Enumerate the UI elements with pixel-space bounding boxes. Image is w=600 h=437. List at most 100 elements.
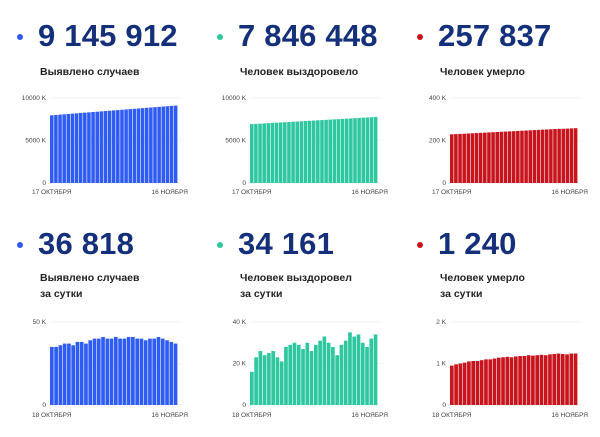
bar: [120, 109, 124, 183]
bar: [50, 346, 54, 405]
bar: [348, 332, 352, 405]
bar: [135, 338, 140, 405]
bar: [548, 354, 552, 405]
bar: [271, 351, 276, 405]
bar: [165, 106, 170, 183]
bar: [369, 117, 374, 183]
bar: [332, 119, 337, 183]
blue-dot: [17, 242, 23, 248]
bar: [349, 118, 353, 183]
daily-recovered-value: 34 161: [238, 226, 335, 261]
bar: [295, 121, 299, 183]
bar: [152, 338, 157, 405]
bar: [122, 338, 127, 405]
total-recovered-value: 7 846 448: [238, 18, 378, 53]
bar: [356, 334, 361, 405]
bar: [274, 122, 279, 183]
bar: [309, 351, 314, 405]
bar: [128, 109, 133, 183]
bar: [573, 353, 578, 405]
y-tick-label: 0: [442, 402, 446, 409]
green-dot: [217, 34, 223, 40]
y-tick-label: 40 K: [233, 319, 247, 326]
bar: [99, 111, 104, 183]
daily-recovered-chart: 40 K 20 K 0 18 ОКТЯБРЯ 16 НОЯБРЯ: [232, 319, 388, 419]
y-tick-label: 20 K: [233, 361, 247, 368]
bar: [169, 105, 174, 183]
total-deaths-value: 257 837: [438, 18, 552, 53]
bar: [450, 365, 454, 405]
bar: [505, 356, 510, 405]
bar: [353, 118, 357, 183]
bar: [160, 338, 165, 405]
bar: [114, 336, 118, 405]
total-cases-chart: 10000 K 5000 K 0 17 ОКТЯБРЯ 16 НОЯБРЯ: [22, 95, 189, 196]
y-tick-label: 200 K: [429, 138, 447, 145]
bar: [157, 106, 161, 183]
bar: [501, 357, 505, 405]
blue-dot: [17, 34, 23, 40]
bar: [54, 346, 58, 405]
x-start-label: 17 ОКТЯБРЯ: [32, 189, 72, 196]
bar: [173, 105, 178, 183]
daily-cases-value: 36 818: [38, 226, 135, 261]
bar: [266, 123, 271, 183]
x-start-label: 17 ОКТЯБРЯ: [432, 189, 472, 196]
bar: [136, 108, 141, 183]
total-deaths-label: Человек умерло: [440, 66, 525, 78]
bar: [543, 355, 548, 405]
bar: [373, 334, 378, 405]
bar: [50, 115, 54, 183]
bar: [84, 343, 88, 405]
bar: [87, 112, 91, 183]
daily-deaths-value: 1 240: [438, 226, 517, 261]
bar: [126, 336, 131, 405]
bar: [103, 111, 108, 183]
bar: [532, 130, 537, 183]
bar: [569, 353, 574, 405]
bar: [522, 356, 527, 405]
bar: [173, 343, 178, 405]
bar: [299, 121, 304, 183]
bar: [288, 344, 293, 405]
y-tick-label: 2 K: [436, 319, 446, 326]
bar: [454, 134, 458, 183]
bar: [487, 132, 491, 183]
bar: [531, 355, 535, 405]
panel-total-cases: 9 145 912 Выявлено случаев 10000 K 5000 K…: [0, 0, 200, 218]
x-start-label: 17 ОКТЯБРЯ: [232, 189, 272, 196]
bar: [340, 118, 345, 183]
bar: [352, 336, 357, 405]
bar: [78, 112, 83, 183]
daily-cases-label-line1: Выявлено случаев: [40, 272, 140, 284]
bar: [540, 129, 545, 183]
bar: [462, 362, 467, 405]
bar: [561, 128, 566, 183]
bar: [254, 357, 258, 405]
bar: [365, 346, 369, 405]
red-dot: [417, 34, 423, 40]
x-end-label: 16 НОЯБРЯ: [352, 189, 389, 196]
bar: [471, 361, 476, 405]
bar: [467, 361, 471, 405]
bar: [140, 108, 145, 183]
bar: [92, 338, 97, 405]
bar: [466, 133, 471, 183]
bar: [549, 129, 553, 183]
total-cases-value: 9 145 912: [38, 18, 178, 53]
bar: [343, 340, 348, 405]
bar: [292, 342, 297, 405]
y-tick-label: 5000 K: [225, 138, 246, 145]
bar: [165, 340, 169, 405]
y-tick-label: 5000 K: [25, 138, 46, 145]
bar: [258, 351, 263, 405]
bar: [479, 360, 484, 405]
bar: [458, 363, 463, 405]
bar: [301, 348, 305, 405]
bar: [79, 341, 84, 405]
bar: [139, 338, 144, 405]
bar: [291, 121, 295, 183]
panel-daily-cases: 36 818 Выявлено случаев за сутки 50 K 0 18…: [0, 218, 200, 436]
bar: [71, 345, 76, 405]
bar: [360, 342, 365, 405]
